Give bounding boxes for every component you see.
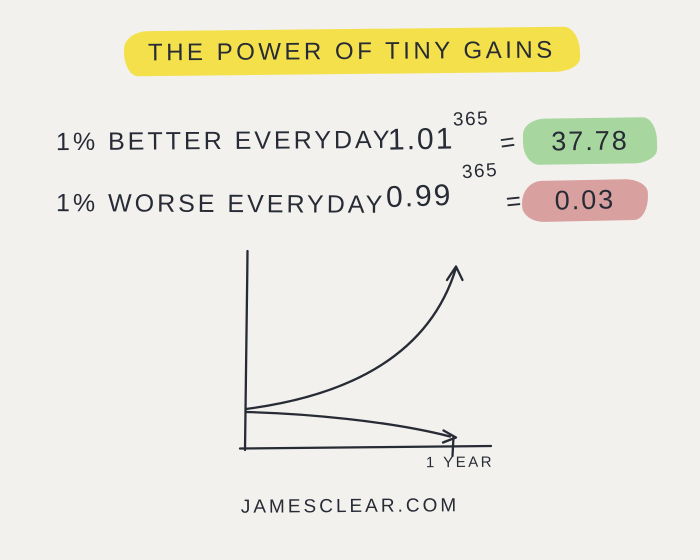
x-tick-label-1-year: 1 YEAR [425,453,495,472]
x-axis-line [238,444,493,450]
decay-curve-arrowhead [441,429,458,444]
y-axis-line [243,249,249,452]
x-axis-tick-1-year [451,435,455,458]
growth-curve-line [244,266,458,411]
decay-curve-line [244,410,452,438]
growth-curve-arrowhead [445,265,464,282]
